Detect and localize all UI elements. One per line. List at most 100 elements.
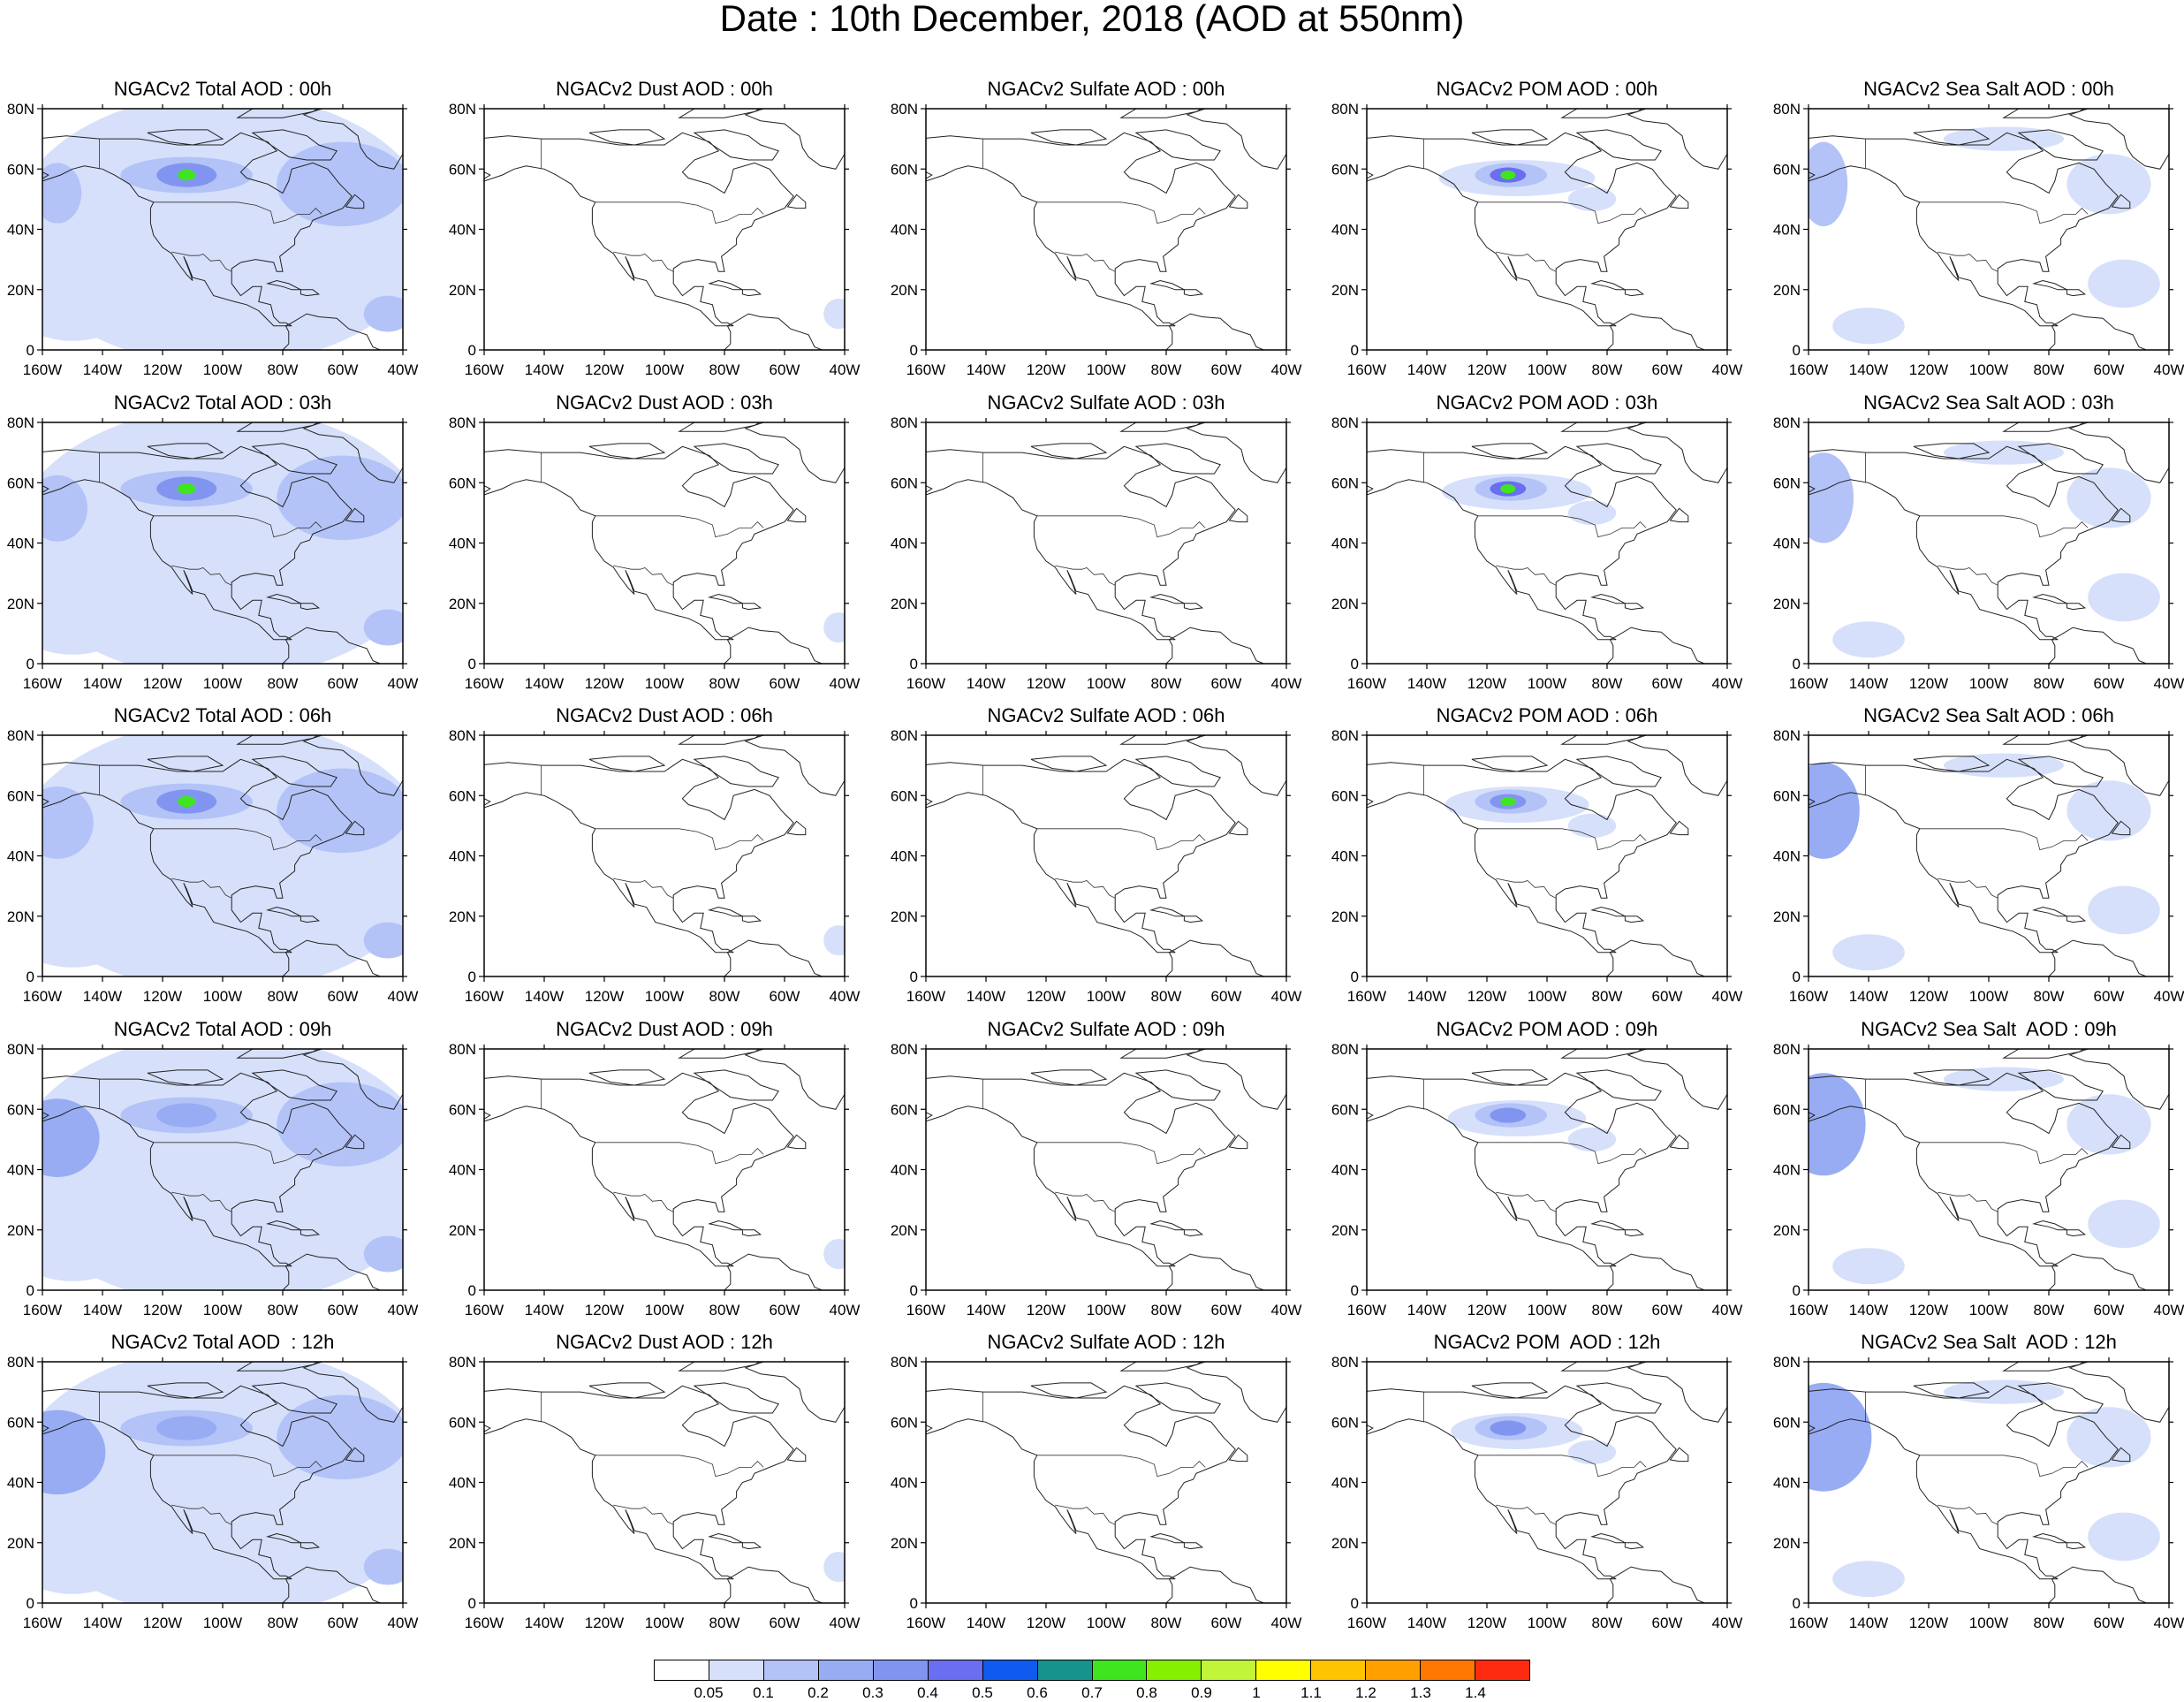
coastline: [282, 627, 382, 664]
coastline: [2068, 109, 2169, 170]
aod-field: [363, 609, 403, 646]
coastline: [1228, 194, 1248, 209]
y-tick-label: 0: [468, 1595, 476, 1612]
coastline: [1560, 735, 1643, 745]
y-tick-label: 40N: [449, 848, 476, 865]
border-line: [171, 251, 232, 272]
aod-field: [823, 298, 845, 330]
border-line: [1919, 515, 2089, 538]
x-tick-label: 140W: [1407, 1302, 1446, 1318]
coastline: [744, 422, 845, 483]
coastline: [1913, 756, 1991, 772]
x-tick-label: 60W: [2094, 1615, 2125, 1631]
x-tick-label: 140W: [967, 361, 1005, 378]
x-tick-label: 80W: [2034, 361, 2065, 378]
coastline: [1575, 1382, 1662, 1414]
coastline: [251, 1382, 337, 1414]
coastline: [2066, 603, 2087, 611]
border-line: [1477, 1455, 1647, 1478]
map-canvas: 160W 140W 120W 100W 80W 60W 40W 0 20N 40N 60N 80N: [1773, 1354, 2184, 1631]
colorbar-box: [1147, 1660, 1202, 1680]
x-tick-label: 40W: [830, 988, 861, 1005]
x-tick-label: 40W: [830, 361, 861, 378]
x-tick-label: 80W: [268, 361, 299, 378]
aod-field: [823, 924, 845, 956]
coastline: [1165, 939, 1265, 976]
x-tick-label: 100W: [1528, 1615, 1566, 1631]
x-tick-label: 160W: [1347, 1615, 1386, 1631]
x-tick-label: 80W: [2034, 1302, 2065, 1318]
coastline: [1367, 445, 1677, 641]
map-canvas: 160W 140W 120W 100W 80W 60W 40W 0 20N 40N 60N 80N: [1331, 1041, 1743, 1318]
y-tick-label: 0: [1351, 1282, 1359, 1299]
coastline: [741, 603, 762, 611]
x-tick-label: 100W: [1969, 1302, 2008, 1318]
coastline: [1030, 1069, 1108, 1086]
x-tick-label: 60W: [328, 361, 359, 378]
x-tick-label: 140W: [967, 675, 1005, 692]
y-tick-label: 40N: [7, 536, 34, 552]
coastline: [1030, 756, 1108, 772]
coastline: [1624, 1229, 1645, 1237]
x-tick-label: 80W: [268, 1615, 299, 1631]
coastline: [786, 507, 807, 523]
x-tick-label: 160W: [465, 361, 504, 378]
x-tick-label: 80W: [268, 675, 299, 692]
border-line: [153, 515, 322, 538]
y-tick-label: 20N: [7, 282, 34, 299]
coastline: [1913, 443, 1991, 460]
x-tick-label: 40W: [2154, 1615, 2184, 1631]
border-line: [1055, 251, 1116, 272]
coastline: [1471, 756, 1549, 772]
y-tick-label: 60N: [7, 1101, 34, 1118]
aod-field: [2088, 1512, 2160, 1561]
border-line: [1036, 1142, 1206, 1165]
coastline: [2048, 313, 2148, 350]
aod-field: [363, 295, 403, 332]
aod-field: [1809, 762, 1860, 859]
y-tick-label: 60N: [449, 161, 476, 178]
coastline: [678, 422, 761, 432]
x-tick-label: 140W: [967, 1615, 1005, 1631]
y-tick-label: 80N: [7, 414, 34, 431]
coastline: [926, 758, 1236, 954]
aod-field: [277, 1394, 403, 1480]
panel-title: NGACv2 Total AOD : 12h: [110, 1331, 335, 1353]
x-tick-label: 120W: [585, 1302, 624, 1318]
panel-title: NGACv2 Sea Salt AOD : 03h: [1863, 391, 2114, 414]
border-line: [613, 565, 674, 586]
aod-field: [42, 475, 87, 542]
y-tick-label: 60N: [1773, 1414, 1801, 1431]
aod-field: [178, 482, 196, 495]
x-tick-label: 60W: [770, 361, 800, 378]
coastline: [484, 445, 794, 641]
coastline: [1183, 289, 1204, 297]
x-tick-label: 160W: [23, 1302, 62, 1318]
y-tick-label: 0: [468, 656, 476, 672]
coastline: [1149, 906, 1185, 917]
x-tick-label: 160W: [906, 988, 945, 1005]
aod-field: [823, 1551, 845, 1583]
border-line: [613, 878, 674, 899]
coastline: [2068, 1362, 2169, 1423]
y-tick-label: 40N: [1331, 1475, 1359, 1492]
map-panel-pom-09h: NGACv2 POM AOD : 09h 160W 140W 120W 100W 80W 6…: [1331, 1018, 1743, 1318]
x-tick-label: 100W: [1087, 988, 1126, 1005]
y-tick-label: 20N: [1773, 1222, 1801, 1239]
colorbar-level-label: 0.05: [694, 1684, 724, 1701]
map-panel-dust-00h: NGACv2 Dust AOD : 00h 160W 140W 120W 100W 80W…: [449, 78, 861, 378]
coastline: [1809, 132, 2119, 327]
border-line: [1477, 1142, 1647, 1165]
x-tick-label: 80W: [268, 988, 299, 1005]
panel-title: NGACv2 Sea Salt AOD : 00h: [1863, 78, 2114, 100]
x-tick-label: 120W: [143, 988, 182, 1005]
coastline: [1624, 603, 1645, 611]
y-tick-label: 60N: [1773, 475, 1801, 491]
coastline: [1590, 906, 1626, 917]
x-tick-label: 120W: [1467, 1615, 1506, 1631]
border-line: [1938, 1191, 1998, 1212]
coastline: [786, 1447, 807, 1463]
x-tick-label: 100W: [1087, 361, 1126, 378]
map-panel-dust-09h: NGACv2 Dust AOD : 09h 160W 140W 120W 100W 80W…: [449, 1018, 861, 1318]
x-tick-label: 140W: [525, 988, 564, 1005]
